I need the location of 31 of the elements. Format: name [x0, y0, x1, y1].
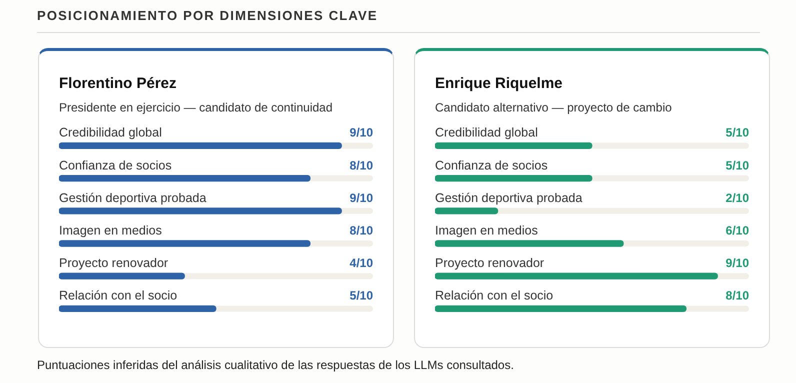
data-label: 4/10 [350, 256, 374, 270]
text: Puntuaciones inferidas del análisis cualitativo de las respuestas de los LLMs consultados. [37, 358, 514, 372]
data-label: 5/10 [350, 288, 374, 303]
text: POSICIONAMIENTO POR DIMENSIONES CLAVE [37, 8, 760, 33]
data-label: 2/10 [726, 190, 750, 205]
data-label: 8/10 [726, 288, 750, 303]
y-tick-label: Credibilidad global [59, 126, 162, 140]
chart-title: Enrique Riquelme [435, 75, 563, 92]
chart-title: Florentino Pérez [59, 75, 177, 92]
y-tick-label: Credibilidad global [435, 126, 538, 140]
data-label: 5/10 [726, 126, 750, 140]
y-tick-label: Proyecto renovador [59, 256, 168, 270]
data-label: 5/10 [726, 158, 750, 172]
data-label: 6/10 [726, 224, 750, 238]
y-tick-label: Imagen en medios [59, 224, 162, 238]
y-tick-label: Relación con el socio [435, 288, 554, 303]
bar [435, 208, 498, 214]
data-label: 8/10 [350, 224, 374, 238]
y-tick-label: Proyecto renovador [435, 256, 544, 270]
y-tick-label: Gestión deportiva probada [59, 190, 206, 205]
y-tick-label: Imagen en medios [435, 224, 538, 238]
data-label: 9/10 [350, 126, 374, 140]
chart-subtitle: Presidente en ejercicio — candidato de continuidad [59, 100, 333, 115]
y-tick-label: Gestión deportiva probada [435, 190, 582, 205]
y-tick-label: Confianza de socios [435, 158, 548, 172]
data-label: 9/10 [350, 190, 374, 205]
data-label: 9/10 [726, 256, 750, 270]
data-label: 8/10 [350, 158, 374, 172]
chart-subtitle: Candidato alternativo — proyecto de cambio [435, 100, 672, 115]
y-tick-label: Relación con el socio [59, 288, 178, 303]
y-tick-label: Confianza de socios [59, 158, 172, 172]
